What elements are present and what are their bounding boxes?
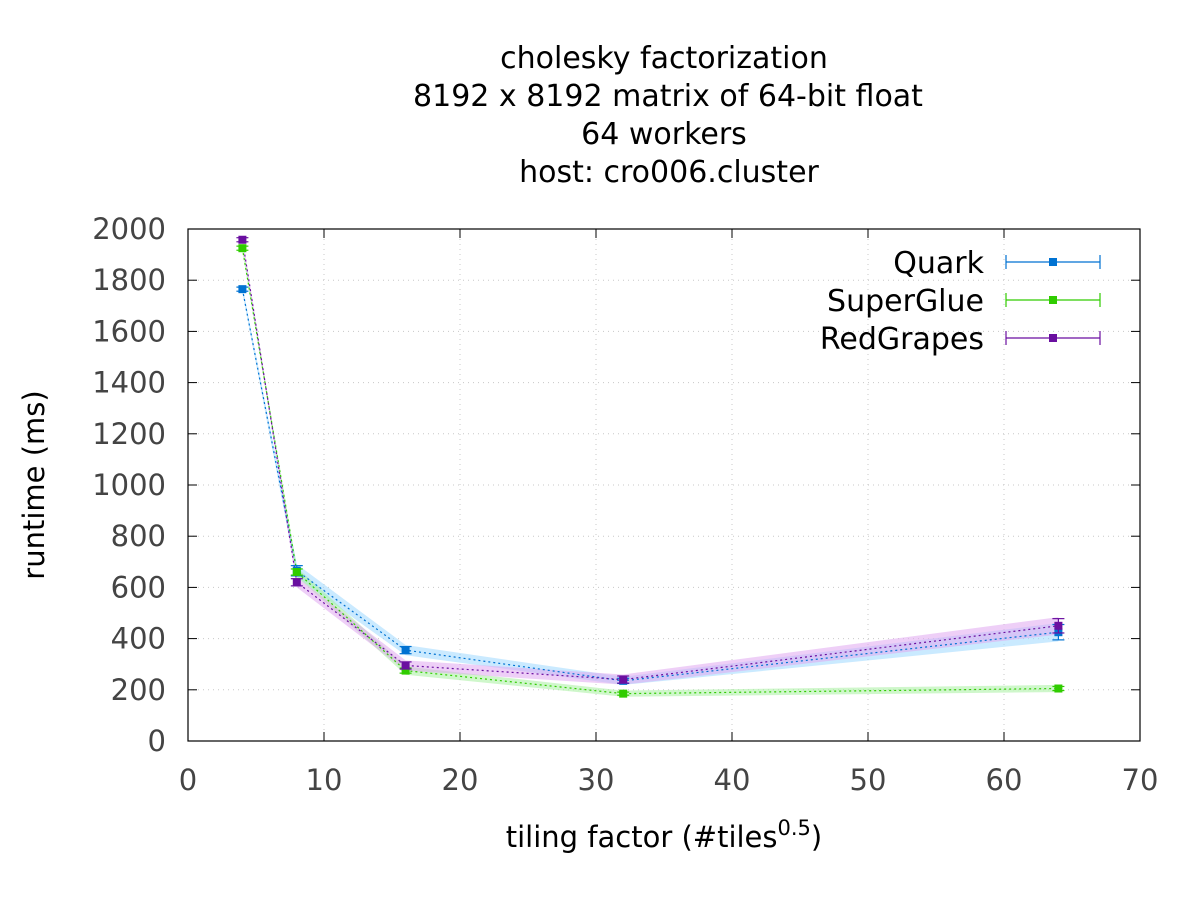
legend-marker-superglue [1049, 296, 1057, 304]
marker-redgrapes [1054, 621, 1063, 630]
point-superglue [1052, 684, 1065, 693]
y-tick-label: 1200 [92, 417, 166, 451]
marker-redgrapes [619, 675, 628, 684]
chart-title: cholesky factorization 8192 x 8192 matri… [413, 41, 923, 190]
marker-redgrapes [238, 235, 247, 244]
point-superglue [617, 689, 630, 698]
data-points [236, 235, 1065, 698]
legend-label-redgrapes: RedGrapes [820, 322, 984, 357]
marker-superglue [1054, 684, 1063, 693]
marker-superglue [619, 689, 628, 698]
chart-title-line-2: 8192 x 8192 matrix of 64-bit float [413, 79, 923, 114]
x-tick-label: 30 [578, 763, 615, 797]
legend-marker-quark [1049, 258, 1057, 266]
point-quark [236, 285, 249, 294]
y-tick-label: 800 [111, 519, 166, 553]
x-tick-label: 20 [442, 763, 479, 797]
confidence-bands [242, 236, 1059, 697]
x-tick-label: 50 [850, 763, 887, 797]
point-redgrapes [1052, 618, 1065, 634]
marker-superglue [238, 244, 247, 253]
y-tick-label: 1000 [92, 468, 166, 502]
y-axis-label: runtime (ms) [17, 390, 51, 579]
point-redgrapes [290, 578, 303, 587]
band-redgrapes [242, 236, 1059, 685]
x-tick-label: 70 [1122, 763, 1159, 797]
legend-label-quark: Quark [893, 246, 984, 281]
y-tick-label: 1800 [92, 263, 166, 297]
x-axis-label: tiling factor (#tiles0.5) [506, 816, 823, 854]
x-axis-label-main: tiling factor (#tiles [506, 820, 778, 854]
point-superglue [290, 568, 303, 577]
y-tick-label: 1400 [92, 366, 166, 400]
x-tick-label: 0 [179, 763, 197, 797]
x-axis-ticks: 0 10 20 30 40 50 60 70 [179, 229, 1159, 797]
marker-superglue [401, 666, 410, 675]
legend-marker-redgrapes [1049, 334, 1057, 342]
gridlines [188, 229, 1140, 741]
marker-redgrapes [292, 578, 301, 587]
y-tick-label: 2000 [92, 212, 166, 246]
point-superglue [236, 244, 249, 253]
line-redgrapes [241, 239, 1059, 681]
point-quark [399, 645, 412, 655]
y-axis-ticks: 0 200 400 600 800 1000 1200 1400 1600 1800 2000 [92, 212, 1140, 758]
x-axis-label-exponent: 0.5 [778, 816, 811, 840]
y-tick-label: 1600 [92, 314, 166, 348]
point-redgrapes [399, 661, 412, 670]
legend-label-superglue: SuperGlue [827, 284, 984, 319]
point-redgrapes [617, 675, 630, 684]
marker-quark [238, 285, 247, 294]
band-quark [242, 285, 1059, 685]
marker-superglue [292, 568, 301, 577]
marker-quark [401, 646, 410, 655]
x-tick-label: 60 [986, 763, 1023, 797]
chart-title-line-1: cholesky factorization [500, 41, 828, 76]
point-redgrapes [236, 235, 249, 244]
y-tick-label: 0 [148, 724, 166, 758]
marker-redgrapes [401, 661, 410, 670]
x-tick-label: 40 [714, 763, 751, 797]
y-tick-label: 200 [111, 673, 166, 707]
chart-title-line-4: host: cro006.cluster [519, 155, 819, 190]
x-axis-label-end: ) [811, 820, 822, 854]
y-tick-label: 600 [111, 570, 166, 604]
x-tick-label: 10 [306, 763, 343, 797]
chart-title-line-3: 64 workers [581, 117, 747, 152]
y-tick-label: 400 [111, 622, 166, 656]
